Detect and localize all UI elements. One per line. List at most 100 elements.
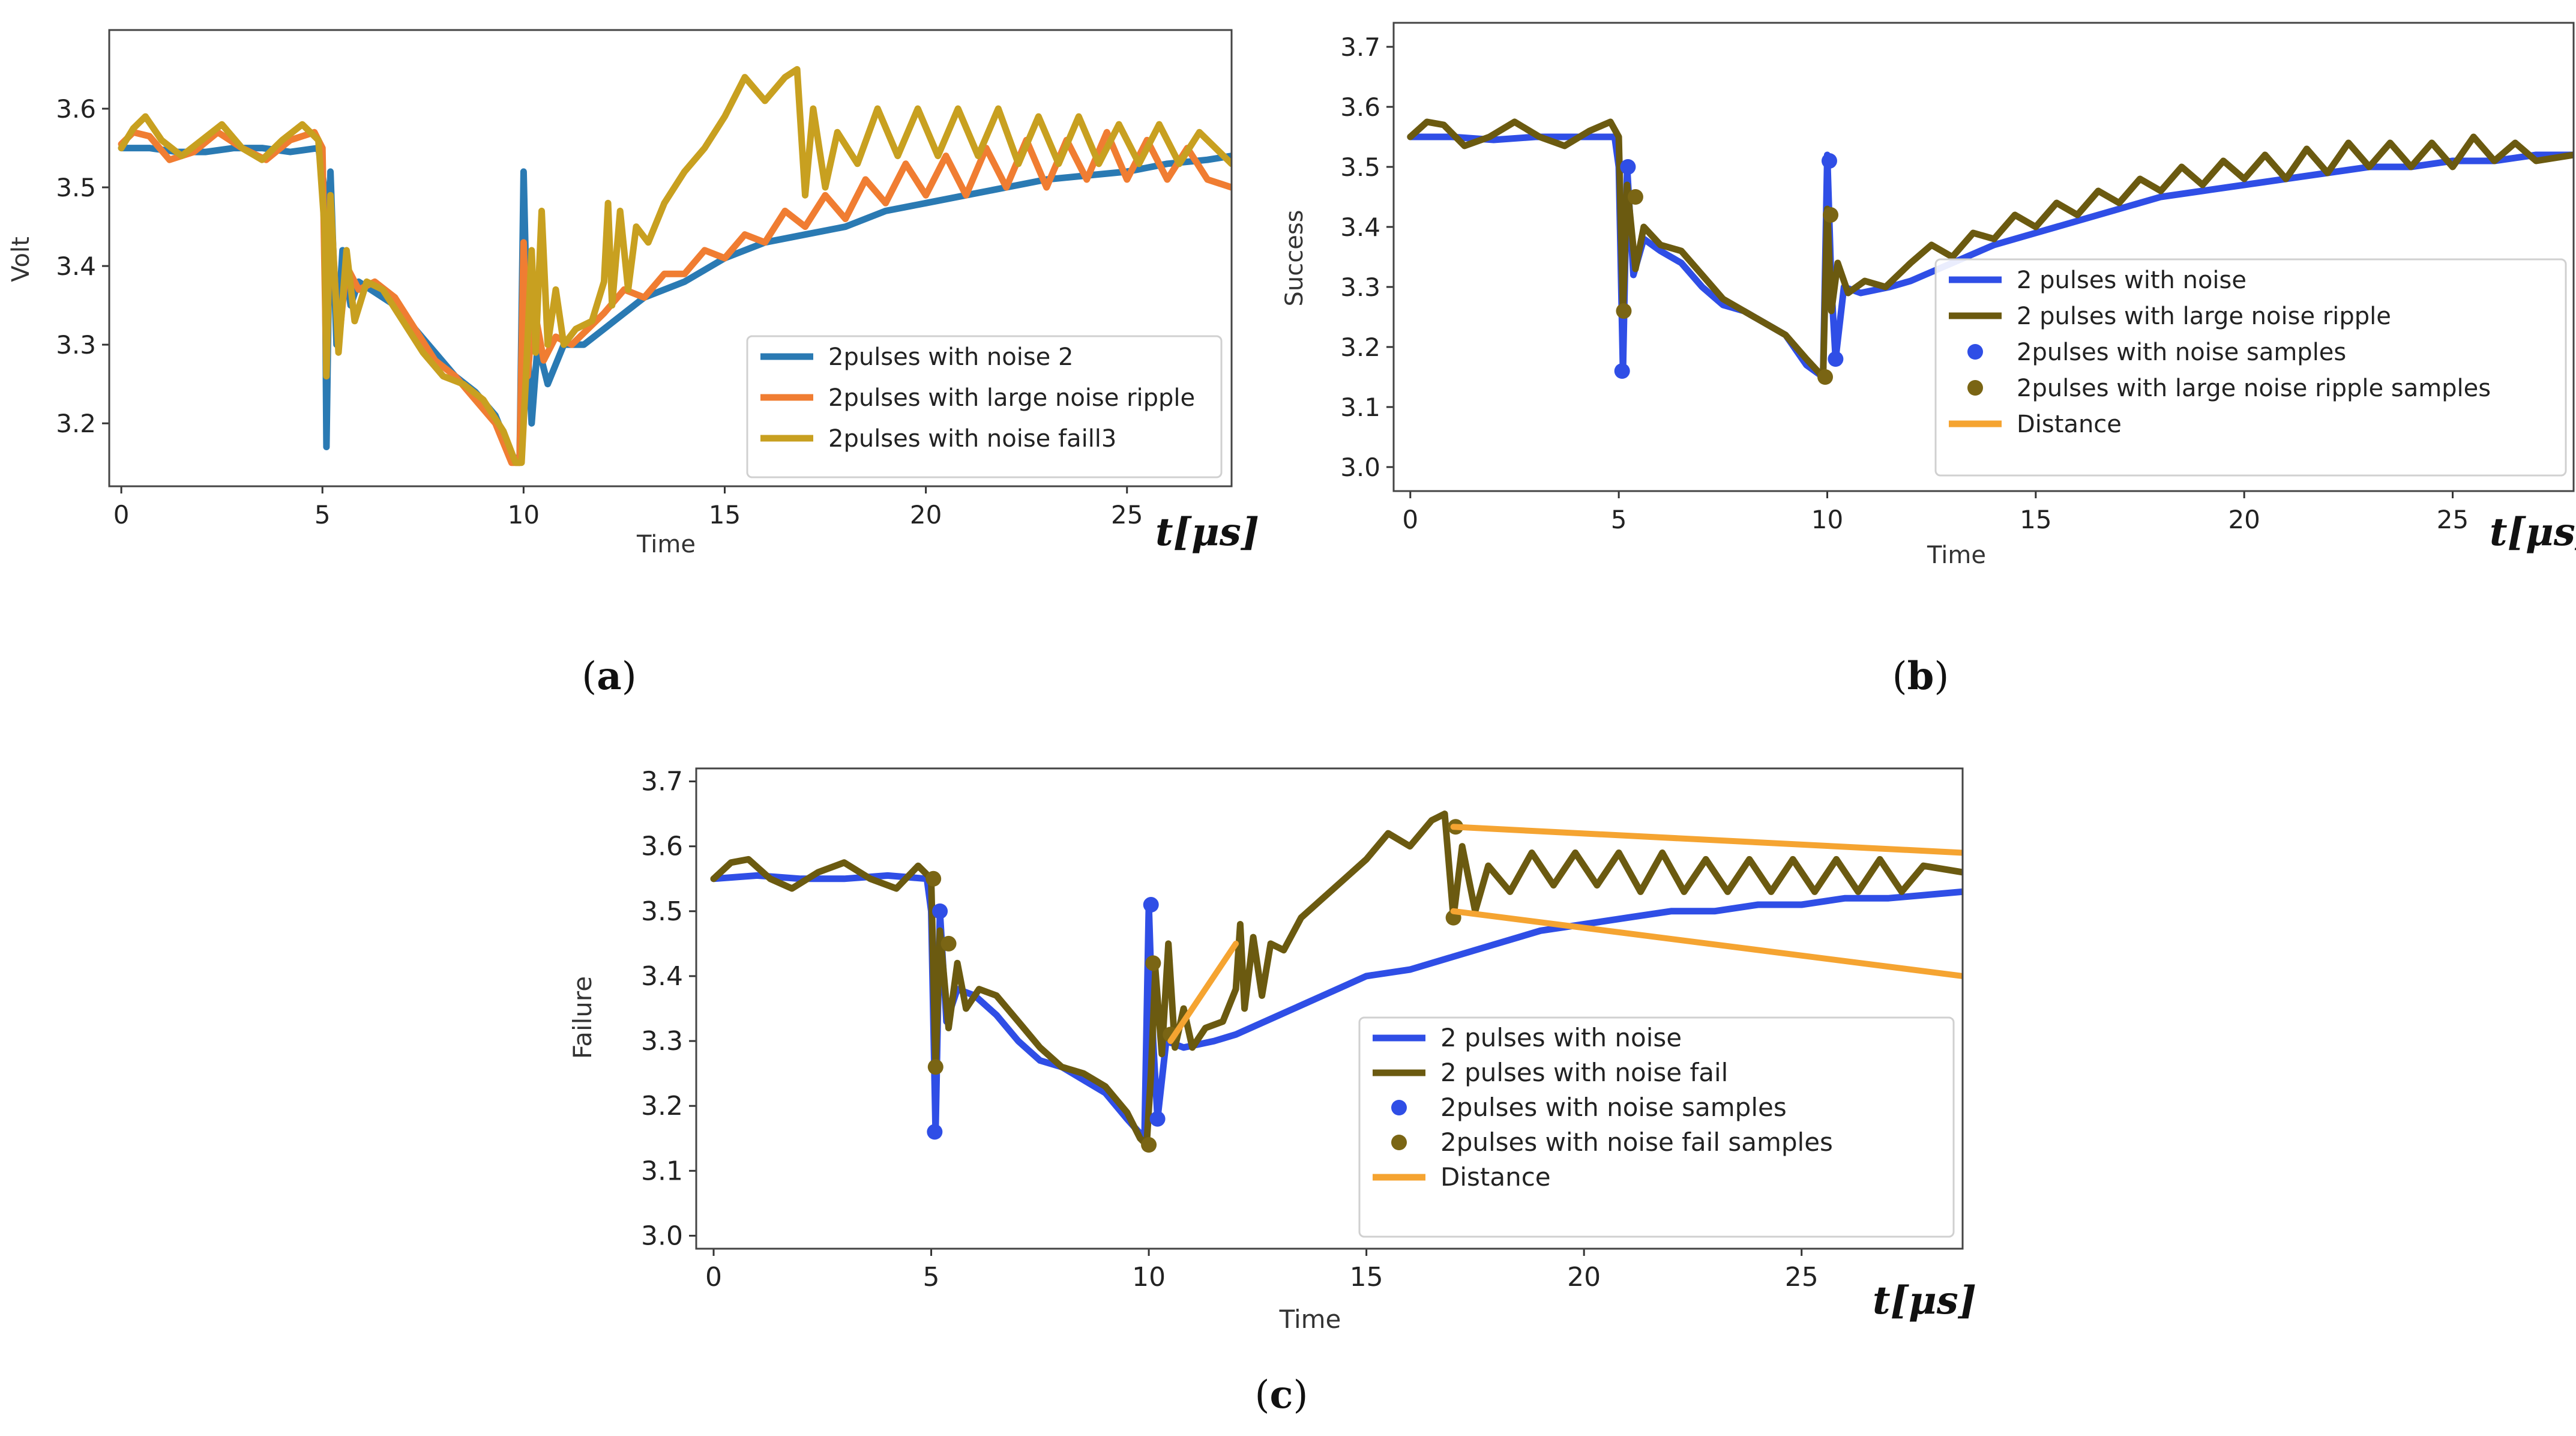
chart-panel-c: 0 5 10 15 20 25 3.0 3.1 3.2 3.3 3.4 3.5 3.6 3.7 2 puls… bbox=[568, 767, 1976, 1417]
y-tick-label: 3.1 bbox=[641, 1156, 683, 1186]
sample-point bbox=[1828, 351, 1844, 367]
y-tick-label: 3.1 bbox=[1340, 393, 1380, 422]
legend-dot-swatch bbox=[1391, 1135, 1407, 1150]
y-tick-label: 3.6 bbox=[641, 831, 683, 862]
sample-point bbox=[1614, 363, 1630, 379]
x-tick-label: 25 bbox=[2437, 505, 2469, 534]
sample-point bbox=[1821, 153, 1837, 169]
x-tick-label: 10 bbox=[508, 500, 540, 529]
sample-point bbox=[932, 903, 948, 919]
legend-label: 2pulses with noise faill3 bbox=[828, 425, 1116, 453]
legend: 2pulses with noise 2 2pulses with large n… bbox=[746, 335, 1223, 478]
legend-label: 2pulses with noise samples bbox=[2017, 339, 2346, 366]
y-tick-label: 3.0 bbox=[1340, 453, 1380, 482]
x-tick-label: 15 bbox=[2020, 505, 2051, 534]
x-tick-label: 0 bbox=[1402, 505, 1418, 534]
x-tick-label: 5 bbox=[1611, 505, 1627, 534]
x-tick-label: 5 bbox=[314, 500, 331, 529]
legend-label: 2pulses with noise fail samples bbox=[1440, 1127, 1833, 1157]
x-tick-label: 15 bbox=[709, 500, 741, 529]
y-tick-label: 3.5 bbox=[1340, 152, 1380, 182]
plot-area bbox=[118, 66, 1232, 466]
plot-frame bbox=[108, 29, 1233, 487]
legend-label: 2 pulses with noise bbox=[2017, 267, 2246, 294]
sample-point bbox=[1817, 369, 1834, 385]
y-tick-label: 3.0 bbox=[641, 1220, 683, 1251]
time-unit-label: t[μs] bbox=[1873, 1278, 1976, 1323]
y-tick-label: 3.7 bbox=[641, 767, 683, 797]
legend-label: 2pulses with large noise ripple bbox=[828, 384, 1195, 412]
series-line bbox=[710, 810, 1963, 1148]
y-tick-label: 3.4 bbox=[56, 252, 96, 281]
y-tick-label: 3.4 bbox=[641, 961, 683, 992]
legend-dot-swatch bbox=[1967, 344, 1983, 360]
legend-label: Distance bbox=[2017, 411, 2122, 438]
y-tick-label: 3.5 bbox=[56, 173, 96, 202]
sample-point bbox=[1145, 955, 1161, 971]
y-tick-label: 3.3 bbox=[641, 1026, 683, 1057]
x-tick-label: 0 bbox=[705, 1262, 722, 1293]
legend-label: 2pulses with noise 2 bbox=[828, 343, 1073, 371]
sample-point bbox=[1823, 207, 1839, 223]
time-unit-label: t[μs] bbox=[1155, 510, 1259, 555]
x-tick-label: 5 bbox=[923, 1262, 940, 1293]
sample-point bbox=[1616, 303, 1632, 319]
y-tick-label: 3.6 bbox=[56, 94, 96, 124]
plot-frame bbox=[695, 767, 1964, 1250]
x-tick-label: 20 bbox=[1567, 1262, 1601, 1293]
plot-area bbox=[710, 810, 1963, 1153]
sample-point bbox=[1143, 897, 1159, 913]
legend-dot-swatch bbox=[1967, 380, 1983, 396]
x-axis-label: Time bbox=[636, 531, 696, 558]
legend-dot-swatch bbox=[1391, 1100, 1407, 1115]
legend-label: Distance bbox=[1440, 1162, 1551, 1192]
plot-frame bbox=[1392, 22, 2575, 492]
sample-point bbox=[1627, 189, 1643, 205]
y-tick-label: 3.2 bbox=[1340, 333, 1380, 362]
legend-label: 2pulses with noise samples bbox=[1440, 1093, 1787, 1122]
legend-label: 2pulses with large noise ripple samples bbox=[2017, 375, 2491, 402]
chart-panel-a: 0 5 10 15 20 25 3.2 3.3 3.4 3.5 3.6 2pulses with no… bbox=[7, 29, 1259, 699]
x-tick-label: 15 bbox=[1350, 1262, 1383, 1293]
y-tick-label: 3.2 bbox=[56, 409, 96, 438]
distance-line bbox=[1450, 908, 1963, 979]
y-axis-label: Success bbox=[1281, 210, 1308, 306]
y-tick-label: 3.6 bbox=[1340, 92, 1380, 122]
panel-label: (c) bbox=[1255, 1372, 1308, 1417]
legend: 2 pulses with noise 2 pulses with noise f… bbox=[1358, 1016, 1955, 1238]
distance-line bbox=[1450, 824, 1963, 856]
legend-box bbox=[1934, 258, 2567, 477]
y-tick-label: 3.3 bbox=[56, 330, 96, 360]
legend-label: 2 pulses with noise bbox=[1440, 1023, 1682, 1052]
series-line bbox=[118, 66, 1232, 466]
panel-label: (b) bbox=[1892, 654, 1949, 699]
y-axis-label: Failure bbox=[568, 976, 597, 1059]
x-axis-label: Time bbox=[1927, 542, 1986, 569]
x-tick-label: 10 bbox=[1132, 1262, 1166, 1293]
sample-point bbox=[927, 1059, 943, 1075]
sample-point bbox=[927, 1124, 943, 1140]
plot-area bbox=[1407, 118, 2574, 385]
sample-point bbox=[1141, 1137, 1157, 1153]
distance-line bbox=[1167, 940, 1239, 1045]
sample-point bbox=[1149, 1111, 1166, 1127]
chart-panel-b: 0 5 10 15 20 25 3.0 3.1 3.2 3.3 3.4 3.5 3.6 3.7 2 puls… bbox=[1281, 22, 2576, 699]
sample-point bbox=[940, 935, 957, 952]
legend-label: 2 pulses with noise fail bbox=[1440, 1058, 1728, 1087]
y-tick-label: 3.7 bbox=[1340, 32, 1380, 62]
legend: 2 pulses with noise 2 pulses with large n… bbox=[1934, 258, 2567, 477]
x-tick-label: 20 bbox=[910, 500, 942, 529]
time-unit-label: t[μs] bbox=[2490, 510, 2576, 555]
legend-label: 2 pulses with large noise ripple bbox=[2017, 303, 2391, 330]
sample-point bbox=[1620, 159, 1636, 175]
sample-point bbox=[925, 870, 942, 887]
x-axis-label: Time bbox=[1279, 1305, 1341, 1334]
series-line bbox=[1407, 118, 2574, 381]
y-tick-label: 3.3 bbox=[1340, 273, 1380, 302]
y-axis-label: Volt bbox=[7, 237, 35, 282]
x-tick-label: 25 bbox=[1111, 500, 1143, 529]
legend-box bbox=[1358, 1016, 1955, 1238]
x-tick-label: 0 bbox=[113, 500, 130, 529]
legend-box bbox=[746, 335, 1223, 478]
